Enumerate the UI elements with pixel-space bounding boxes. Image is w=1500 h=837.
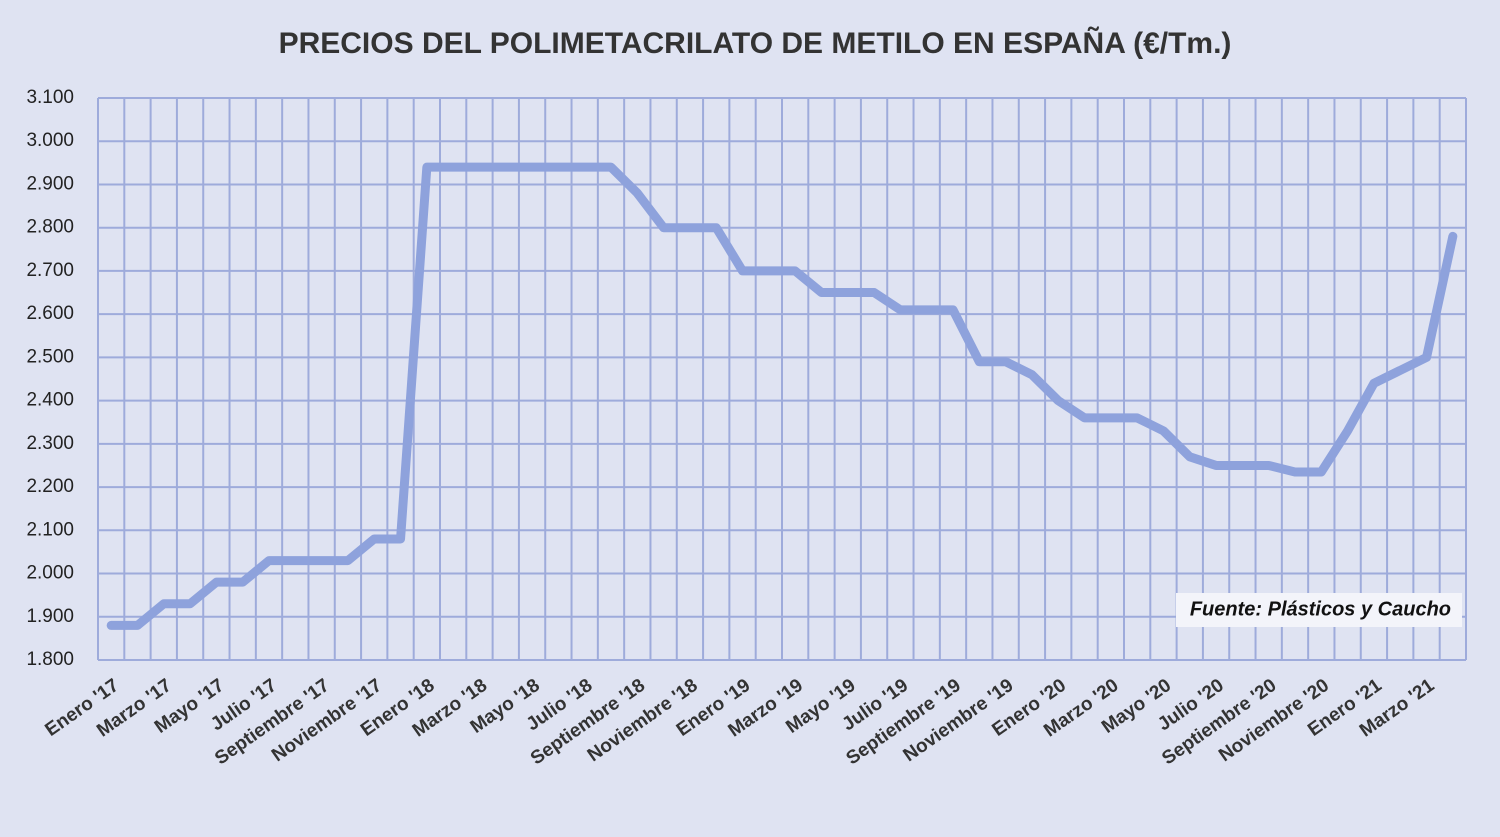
y-tick-label: 2.800 <box>26 217 74 238</box>
annotation: Fuente: Plásticos y Caucho <box>1190 598 1451 620</box>
y-tick-label: 1.900 <box>26 606 74 627</box>
y-tick-label: 1.800 <box>26 649 74 670</box>
y-tick-label: 2.700 <box>26 260 74 281</box>
y-tick-label: 2.500 <box>26 346 74 367</box>
y-tick-label: 2.200 <box>26 476 74 497</box>
chart-title: PRECIOS DEL POLIMETACRILATO DE METILO EN… <box>279 26 1232 60</box>
y-tick-label: 2.900 <box>26 173 74 194</box>
y-tick-label: 3.100 <box>26 87 74 108</box>
annotation-box <box>1176 593 1462 627</box>
y-tick-label: 3.000 <box>26 130 74 151</box>
y-tick-label: 2.000 <box>26 563 74 584</box>
y-tick-label: 2.400 <box>26 390 74 411</box>
y-tick-label: 2.300 <box>26 433 74 454</box>
y-tick-label: 2.600 <box>26 303 74 324</box>
y-tick-label: 2.100 <box>26 519 74 540</box>
line-series <box>106 162 1458 630</box>
